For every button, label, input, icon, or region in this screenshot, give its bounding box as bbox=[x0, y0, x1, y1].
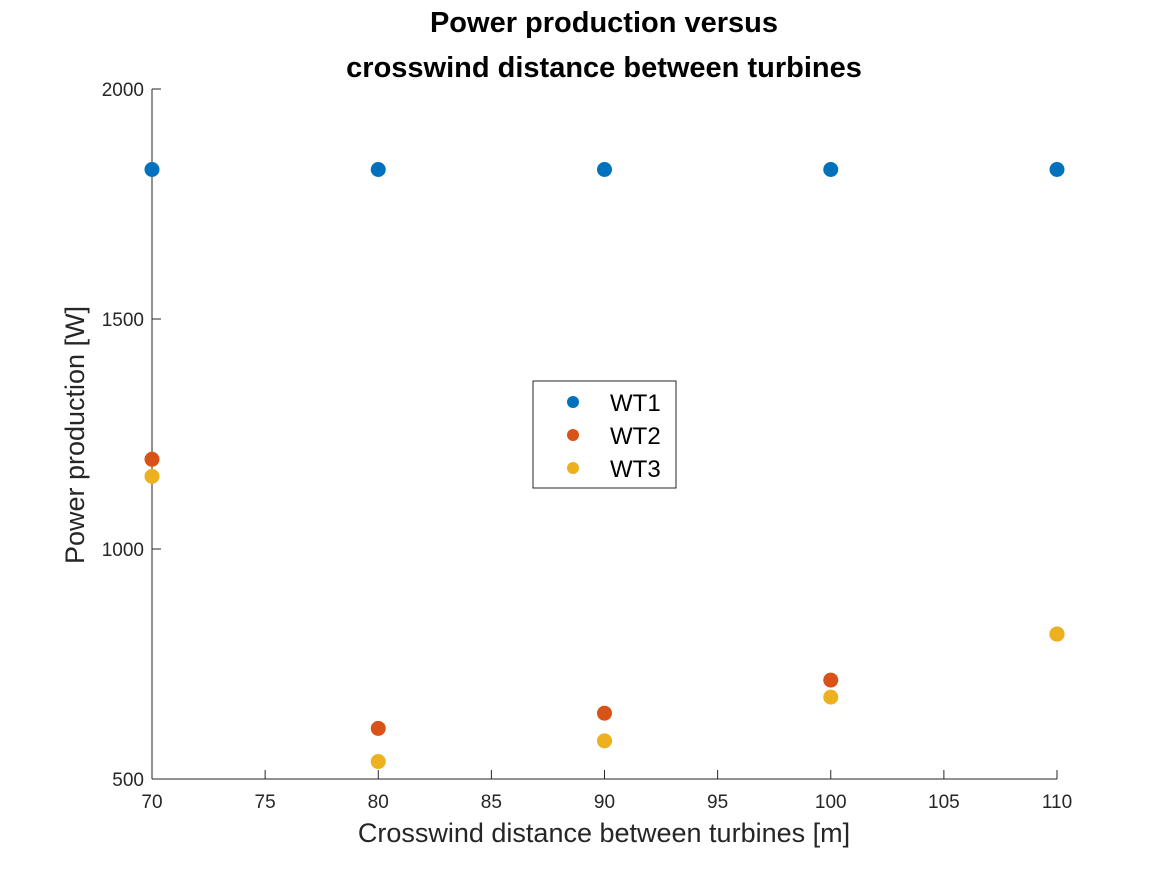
x-tick-label: 95 bbox=[707, 792, 728, 813]
legend-marker-wt2 bbox=[567, 429, 579, 441]
legend-label-wt1: WT1 bbox=[610, 390, 661, 417]
chart-title-line-1: Power production versus bbox=[430, 7, 778, 39]
x-tick-label: 70 bbox=[141, 792, 162, 813]
x-tick-label: 80 bbox=[368, 792, 389, 813]
legend: WT1 WT2 WT3 bbox=[532, 380, 677, 489]
legend-label-wt2: WT2 bbox=[610, 423, 661, 450]
data-point-wt2 bbox=[370, 720, 386, 736]
x-axis-label: Crosswind distance between turbines [m] bbox=[358, 818, 850, 848]
data-point-wt1 bbox=[144, 162, 160, 177]
data-point-wt3 bbox=[823, 689, 839, 705]
data-point-wt2 bbox=[144, 451, 160, 467]
legend-label-wt3: WT3 bbox=[610, 456, 661, 483]
x-tick-label: 100 bbox=[815, 792, 847, 813]
data-point-wt3 bbox=[144, 468, 160, 484]
x-axis-ticks: 70 75 80 85 90 95 100 105 110 bbox=[141, 770, 1072, 813]
x-tick-label: 90 bbox=[594, 792, 615, 813]
legend-marker-wt1 bbox=[567, 396, 579, 408]
data-point-wt3 bbox=[370, 754, 386, 770]
data-point-wt2 bbox=[823, 672, 839, 688]
x-tick-label: 75 bbox=[255, 792, 276, 813]
x-tick-label: 85 bbox=[481, 792, 502, 813]
x-tick-label: 110 bbox=[1042, 792, 1072, 813]
legend-marker-wt3 bbox=[567, 462, 579, 474]
y-tick-label: 2000 bbox=[102, 80, 144, 101]
y-tick-label: 1500 bbox=[102, 310, 144, 331]
y-tick-label: 1000 bbox=[102, 540, 144, 561]
chart-title-line-2: crosswind distance between turbines bbox=[346, 52, 862, 84]
y-tick-label: 500 bbox=[112, 770, 144, 791]
y-axis-label: Power production [W] bbox=[60, 306, 90, 564]
data-point-wt3 bbox=[1049, 626, 1065, 642]
data-point-wt3 bbox=[597, 733, 612, 749]
data-point-wt1 bbox=[1049, 162, 1065, 177]
data-point-wt1 bbox=[823, 162, 839, 177]
x-tick-label: 105 bbox=[928, 792, 960, 813]
y-axis-ticks: 500 1000 1500 2000 bbox=[102, 80, 161, 791]
data-point-wt1 bbox=[370, 162, 386, 177]
data-markers bbox=[144, 162, 1065, 770]
data-point-wt1 bbox=[597, 162, 612, 177]
legend-box bbox=[532, 380, 677, 489]
data-point-wt2 bbox=[597, 705, 612, 721]
